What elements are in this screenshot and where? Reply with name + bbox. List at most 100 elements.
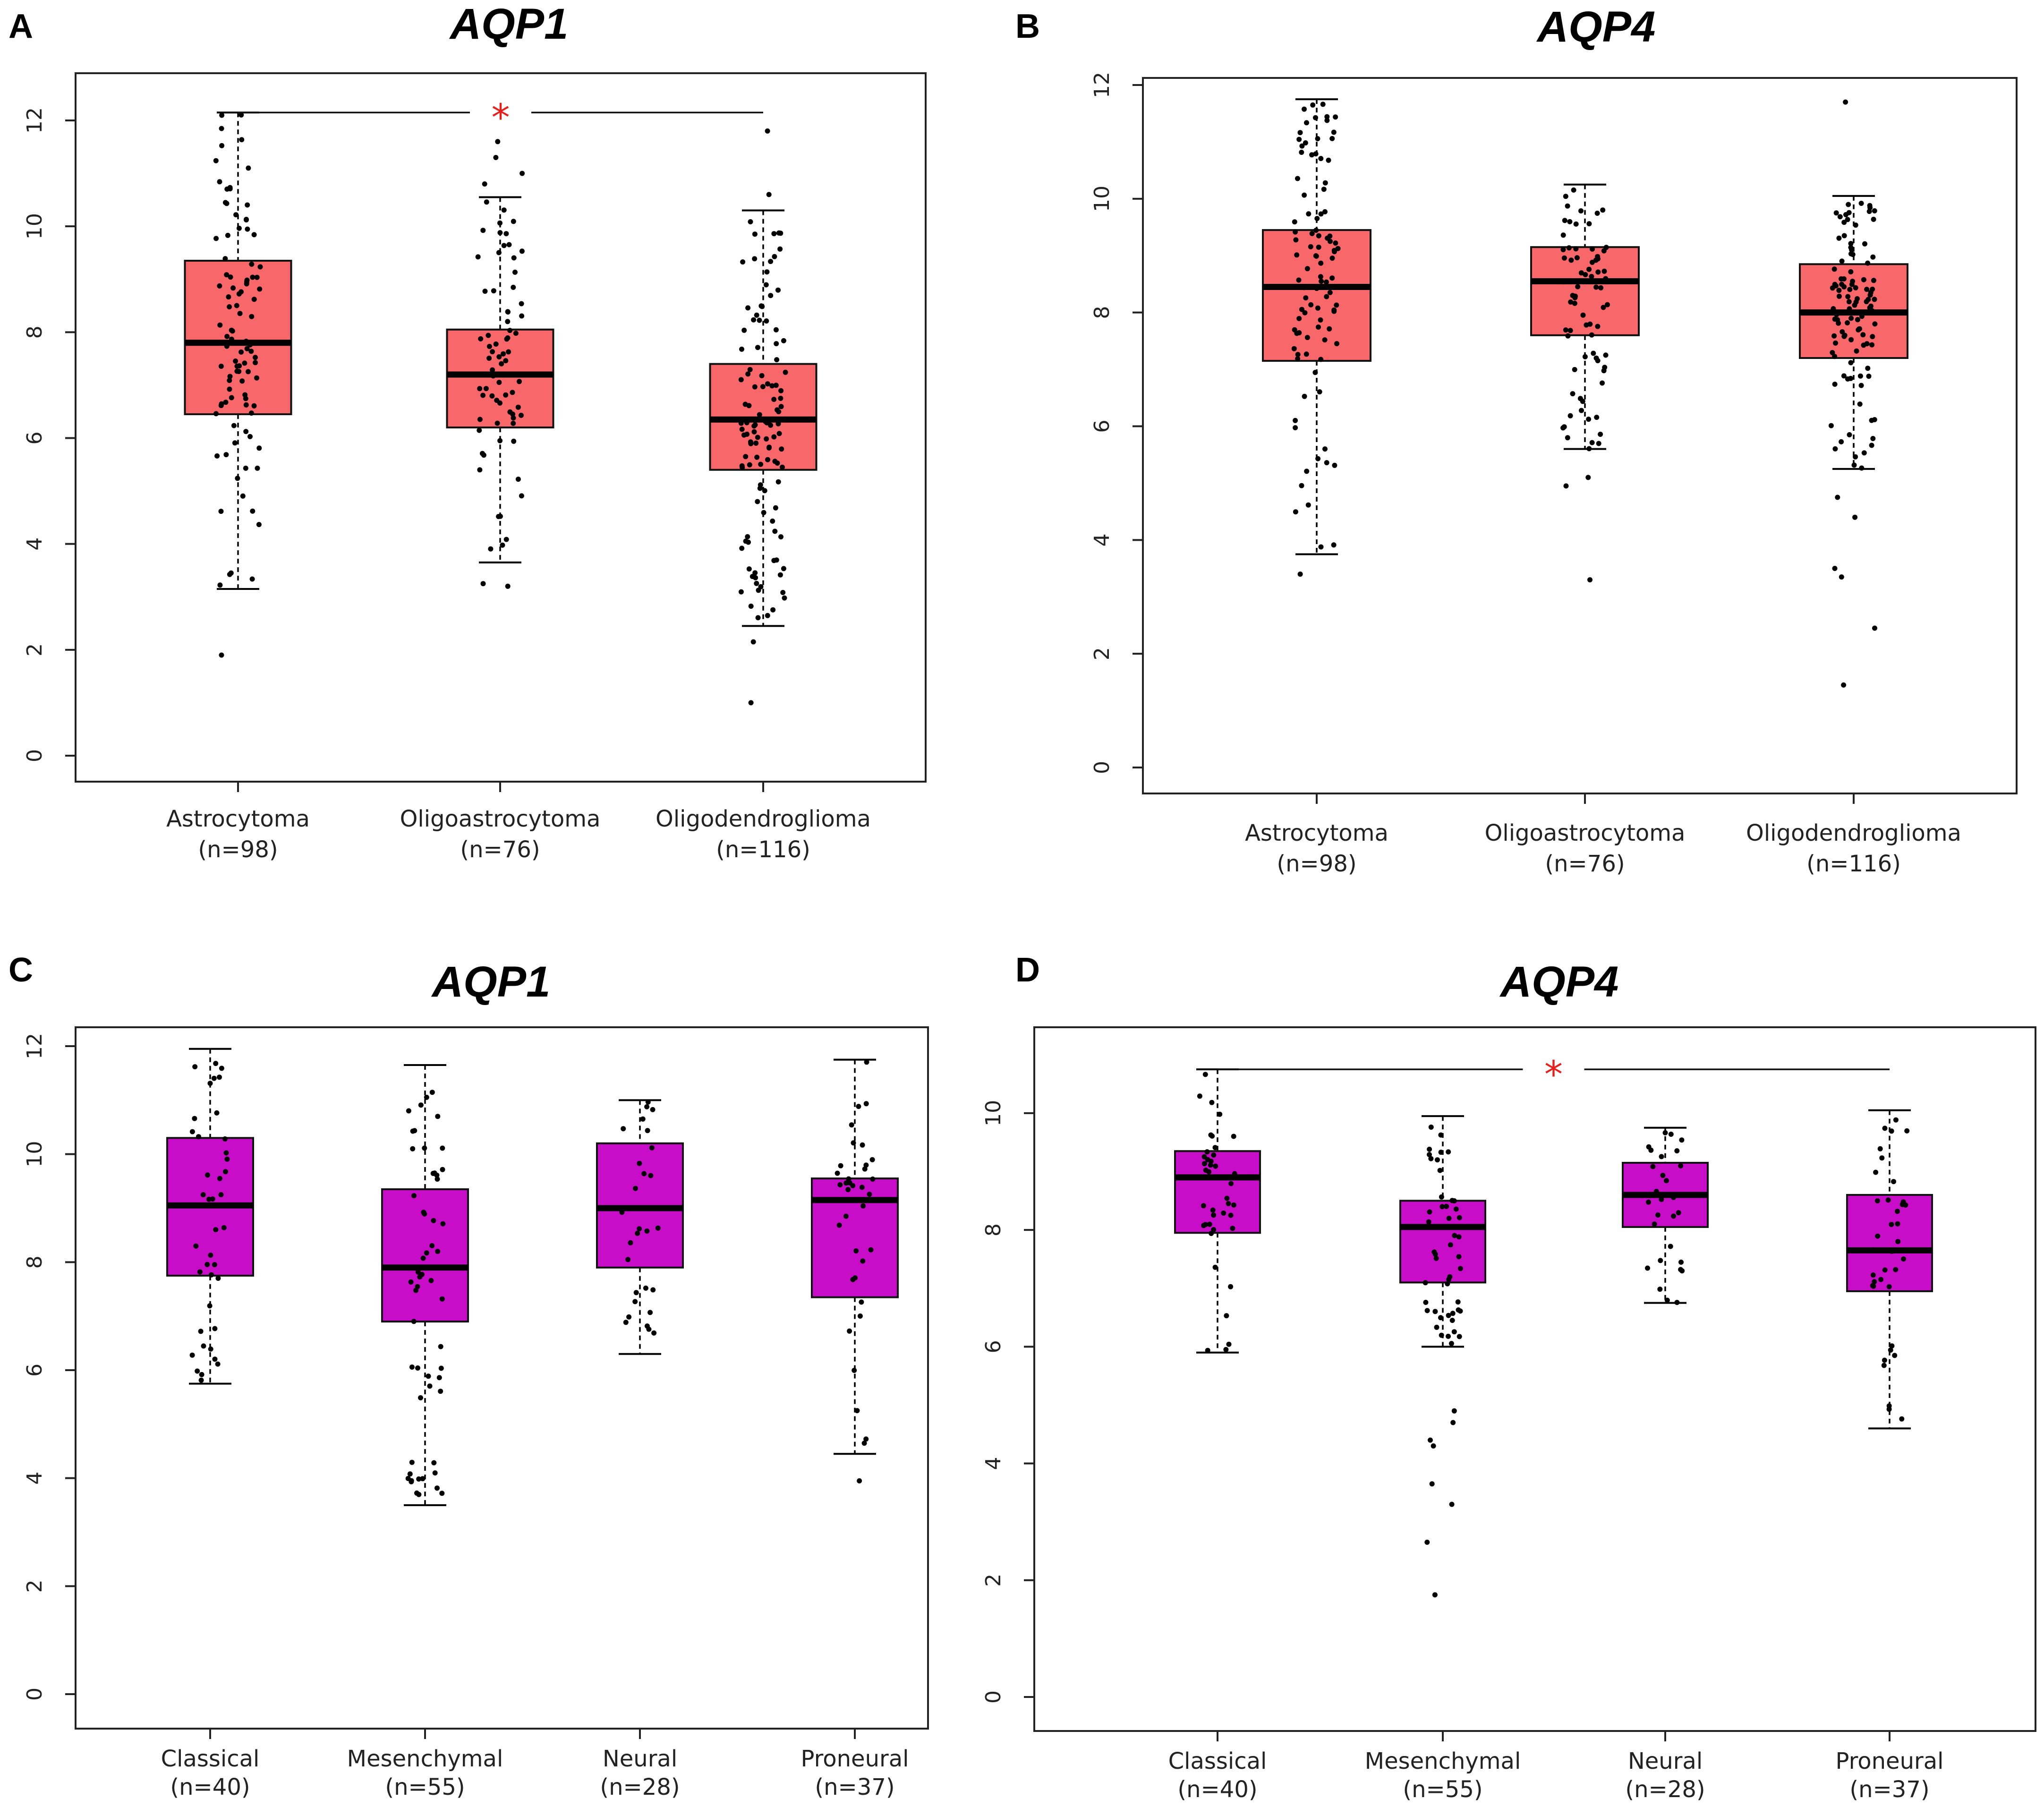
data-point [1449, 1318, 1455, 1323]
data-point [1899, 1416, 1905, 1422]
data-point [1852, 514, 1858, 520]
y-tick-label: 12 [1090, 72, 1114, 98]
data-point [1304, 469, 1310, 474]
data-point [752, 256, 758, 262]
data-point [644, 1104, 650, 1109]
data-point [1855, 317, 1860, 323]
data-point [850, 1183, 856, 1188]
data-point [752, 231, 758, 237]
data-point [416, 1492, 422, 1497]
data-point [245, 202, 250, 208]
data-point [1324, 294, 1329, 299]
data-point [641, 1171, 647, 1177]
data-point [227, 571, 232, 577]
data-point [1228, 1212, 1234, 1218]
data-point [495, 139, 501, 145]
data-point [747, 462, 752, 468]
data-point [415, 1365, 420, 1371]
plot-frame [75, 1026, 929, 1730]
data-point [503, 358, 509, 364]
data-point [478, 336, 484, 341]
data-point [1427, 1209, 1432, 1215]
box-group-mesenchymal: Mesenchymal(n=55) [1365, 1115, 1521, 1803]
data-point [1856, 327, 1861, 333]
data-point [1584, 322, 1589, 328]
data-point [1566, 245, 1572, 251]
data-point [497, 220, 502, 226]
data-point [1231, 1134, 1236, 1139]
data-point [1295, 352, 1301, 358]
data-point [1889, 1222, 1894, 1227]
data-point [1579, 408, 1584, 413]
data-point [1318, 544, 1324, 550]
data-point [211, 1075, 217, 1081]
data-point [511, 255, 517, 261]
data-point [864, 1059, 869, 1065]
data-point [245, 226, 250, 232]
box-iqr [1399, 1200, 1486, 1284]
data-point [759, 373, 765, 378]
data-point [743, 454, 749, 460]
data-point [628, 1240, 633, 1245]
data-point [234, 363, 240, 369]
significance-star: * [492, 97, 510, 139]
data-point [772, 529, 778, 534]
data-point [771, 558, 777, 563]
data-point [411, 1193, 417, 1199]
category-label: Oligoastrocytoma [1485, 820, 1686, 846]
data-point [1323, 279, 1329, 285]
data-point [1889, 1128, 1894, 1134]
data-point [1429, 1481, 1435, 1487]
data-point [1437, 1168, 1443, 1173]
data-point [1428, 1125, 1434, 1130]
data-point [434, 1177, 440, 1182]
y-tick-label: 10 [1090, 186, 1114, 212]
data-point [1663, 1178, 1669, 1184]
data-point [1316, 233, 1321, 239]
y-tick-label: 2 [23, 643, 47, 656]
data-point [1836, 288, 1842, 293]
data-point [1594, 415, 1600, 420]
panel-letter: B [1015, 8, 1040, 45]
data-point [1209, 1100, 1215, 1105]
data-point [434, 1485, 440, 1491]
data-point [782, 595, 787, 601]
data-point [1885, 1197, 1891, 1203]
data-point [1226, 1341, 1232, 1347]
box-group-classical: Classical(n=40) [1168, 1068, 1267, 1803]
data-point [217, 1176, 222, 1181]
data-point [213, 158, 219, 163]
data-point [519, 301, 524, 307]
box-group-astrocytoma: Astrocytoma (n=98) [1245, 98, 1388, 877]
data-point [256, 522, 262, 528]
data-point [1457, 1266, 1463, 1271]
y-tick-label: 8 [981, 1223, 1005, 1236]
data-point [1446, 1216, 1452, 1221]
data-point [1211, 1212, 1217, 1218]
data-point [859, 1299, 864, 1305]
data-point [739, 426, 745, 432]
data-point [1456, 1254, 1462, 1260]
data-point [1854, 348, 1859, 354]
data-point [493, 341, 499, 347]
data-point [859, 1185, 865, 1190]
data-point [870, 1177, 876, 1182]
data-point [1870, 334, 1875, 340]
data-point [1596, 441, 1601, 446]
data-point [218, 509, 224, 514]
data-point [1305, 502, 1311, 508]
data-point [1848, 251, 1854, 256]
data-point [1872, 208, 1877, 213]
data-point [1891, 1179, 1896, 1185]
data-point [1846, 299, 1852, 305]
data-point [1331, 307, 1337, 313]
data-point [1864, 299, 1869, 305]
data-point [645, 1128, 650, 1134]
data-point [773, 327, 779, 333]
data-point [235, 476, 240, 481]
data-point [1668, 1132, 1674, 1137]
data-point [762, 488, 767, 494]
box-group-proneural: Proneural(n=37) [1835, 1109, 1944, 1803]
data-point [494, 420, 500, 426]
data-point [1210, 1207, 1216, 1213]
